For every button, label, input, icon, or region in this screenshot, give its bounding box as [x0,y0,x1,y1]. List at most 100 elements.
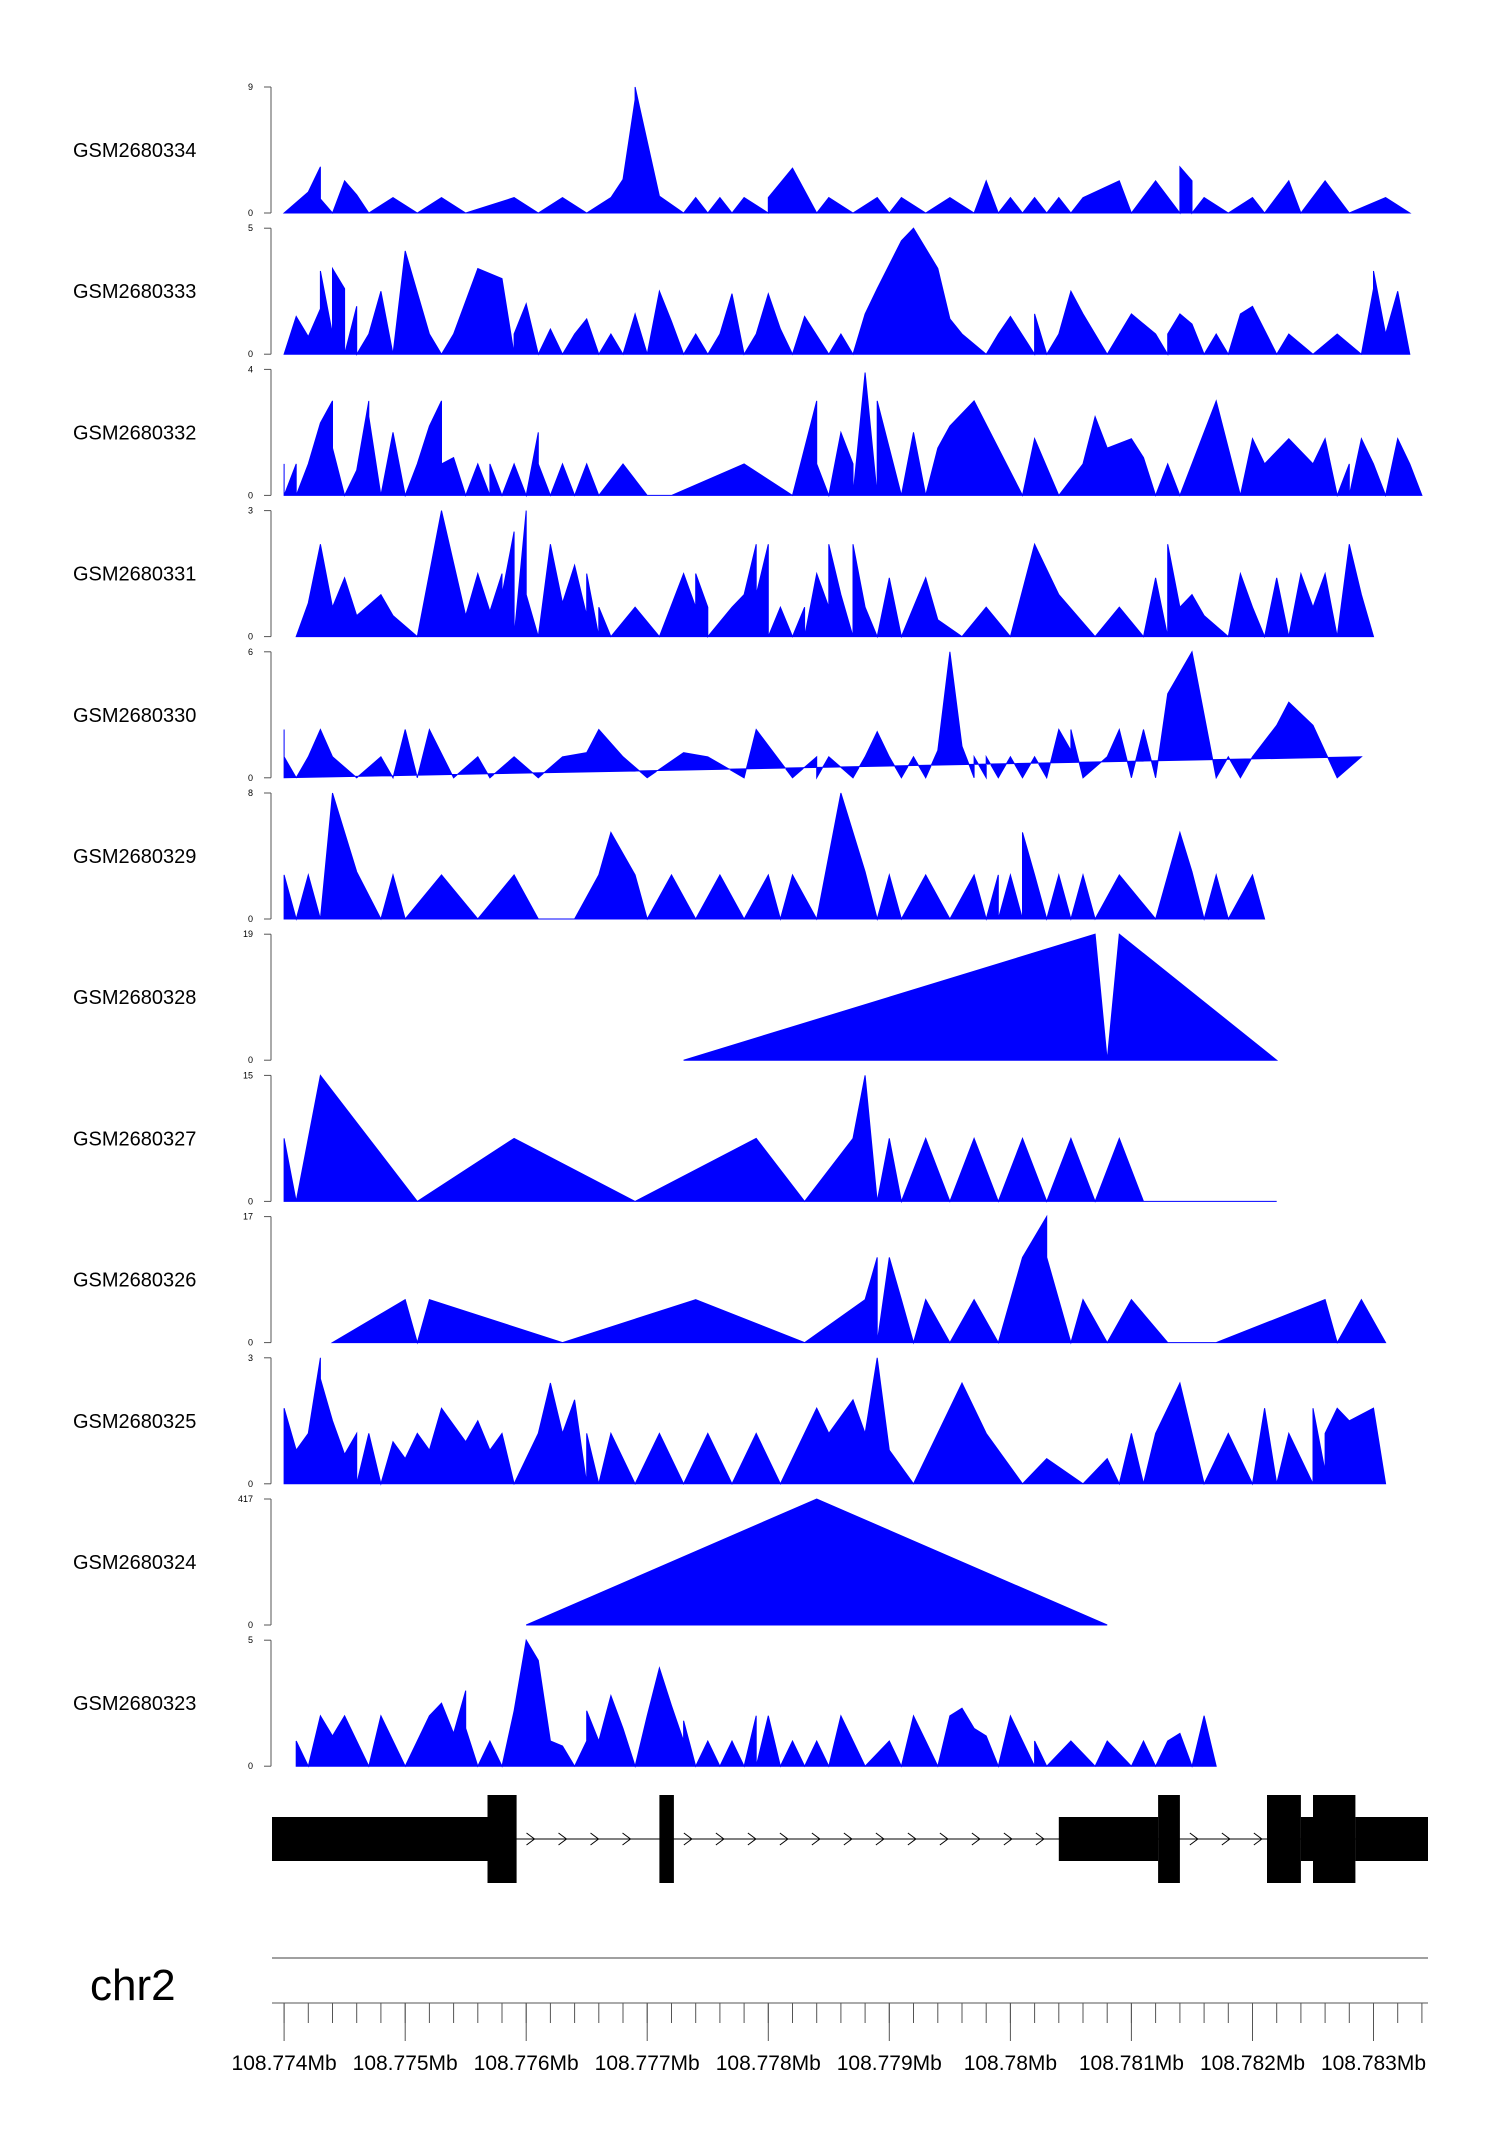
coverage-area [526,1498,1108,1626]
exon-utr [1058,1817,1159,1861]
axis-tick-label: 108.783Mb [1321,2052,1426,2075]
exon-coding [487,1795,517,1883]
intron-strand-arrow [939,1832,949,1846]
y-tick-label-min: 0 [248,1620,253,1630]
exon-utr [1355,1817,1428,1861]
axis-tick-label: 108.782Mb [1200,2052,1305,2075]
y-tick-label-min: 0 [248,1479,253,1489]
axis-tick-label: 108.779Mb [837,2052,942,2075]
axis-tick-label: 108.778Mb [716,2052,821,2075]
track-GSM2680323: GSM2680323 5 0 [73,1635,1217,1771]
track-label: GSM2680328 [73,987,196,1009]
coverage-area [283,792,1266,921]
y-tick-label-min: 0 [248,490,253,500]
y-tick-label-max: 6 [248,647,253,657]
track-GSM2680333: GSM2680333 5 0 [73,223,1411,359]
intron-strand-arrow [1189,1832,1199,1846]
exon-coding [1158,1795,1180,1883]
track-GSM2680328: GSM2680328 19 0 [73,929,1279,1065]
axis-tick-label: 108.78Mb [964,2052,1057,2075]
y-tick-label-min: 0 [248,1338,253,1348]
y-tick-label-min: 0 [248,349,253,359]
coverage-area [683,933,1279,1061]
intron-strand-arrow [622,1832,632,1846]
intron-strand-arrow [779,1832,789,1846]
y-tick-label-max: 3 [248,1353,253,1363]
intron-strand-arrow [1221,1832,1231,1846]
y-tick-label-max: 417 [238,1494,253,1504]
track-label: GSM2680326 [73,1270,196,1292]
y-tick-label-min: 0 [248,914,253,924]
y-tick-label-max: 17 [243,1212,253,1222]
intron-strand-arrow [715,1832,725,1846]
coverage-area [330,1214,1387,1345]
track-label: GSM2680330 [73,705,196,727]
track-GSM2680326: GSM2680326 17 0 [73,1212,1387,1348]
track-GSM2680330: GSM2680330 6 0 [73,647,1363,783]
intron-strand-arrow [971,1832,981,1846]
axis-tick-label: 108.775Mb [353,2052,458,2075]
coverage-area [283,650,1363,780]
coverage-area [295,510,1375,639]
intron-strand-arrow [747,1832,757,1846]
track-label: GSM2680329 [73,846,196,868]
track-label: GSM2680325 [73,1411,196,1433]
track-GSM2680325: GSM2680325 3 0 [73,1353,1387,1489]
intron-strand-arrow [1035,1832,1045,1846]
intron-strand-arrow [811,1832,821,1846]
axis-tick-label: 108.781Mb [1079,2052,1184,2075]
y-tick-label-min: 0 [248,1055,253,1065]
intron-strand-arrow [1253,1832,1263,1846]
coverage-area [283,1357,1387,1486]
y-tick-label-max: 8 [248,788,253,798]
y-tick-label-min: 0 [248,1196,253,1206]
track-label: GSM2680331 [73,564,196,586]
axis-tick-label: 108.777Mb [595,2052,700,2075]
track-GSM2680324: GSM2680324 417 0 [73,1494,1108,1630]
y-tick-label-min: 0 [248,632,253,642]
track-label: GSM2680323 [73,1693,196,1715]
exon-utr [272,1817,488,1861]
track-GSM2680334: GSM2680334 9 0 [73,82,1412,218]
track-GSM2680327: GSM2680327 15 0 [73,1070,1277,1206]
y-tick-label-max: 15 [243,1070,253,1080]
exon-coding [1313,1795,1356,1883]
chromosome-label: chr2 [90,1961,176,2010]
coverage-area [283,1074,1277,1204]
y-tick-label-max: 9 [248,82,253,92]
coverage-tracks: GSM268033490GSM268033350GSM268033240GSM2… [73,82,1423,1771]
track-GSM2680329: GSM2680329 8 0 [73,788,1266,924]
y-tick-label-max: 4 [248,364,253,374]
intron-strand-arrow [1003,1832,1013,1846]
track-label: GSM2680327 [73,1128,196,1150]
gene-model-track [272,1795,1428,1883]
intron-strand-arrow [907,1832,917,1846]
coverage-area [283,372,1423,498]
y-tick-label-min: 0 [248,1761,253,1771]
y-tick-label-min: 0 [248,208,253,218]
coverage-area [295,1638,1217,1769]
exon-coding [1267,1795,1301,1883]
genome-axis-track: chr2 108.774Mb 108.775Mb 108.776Mb 108.777M… [90,1957,1428,2075]
exon-utr [1300,1817,1313,1861]
intron-strand-arrow [590,1832,600,1846]
y-tick-label-max: 3 [248,506,253,516]
coverage-area [282,86,1412,215]
y-tick-label-max: 19 [243,929,253,939]
y-tick-label-max: 5 [248,1635,253,1645]
y-tick-label-max: 5 [248,223,253,233]
axis-tick-label: 108.774Mb [232,2052,337,2075]
coverage-area [283,227,1411,357]
intron-strand-arrow [683,1832,693,1846]
track-label: GSM2680324 [73,1552,196,1574]
intron-strand-arrow [875,1832,885,1846]
track-label: GSM2680333 [73,281,196,303]
track-label: GSM2680334 [73,140,196,162]
track-GSM2680331: GSM2680331 3 0 [73,506,1375,642]
track-label: GSM2680332 [73,422,196,444]
y-tick-label-min: 0 [248,773,253,783]
intron-strand-arrow [558,1832,568,1846]
track-GSM2680332: GSM2680332 4 0 [73,364,1423,500]
axis-tick-label: 108.776Mb [474,2052,579,2075]
